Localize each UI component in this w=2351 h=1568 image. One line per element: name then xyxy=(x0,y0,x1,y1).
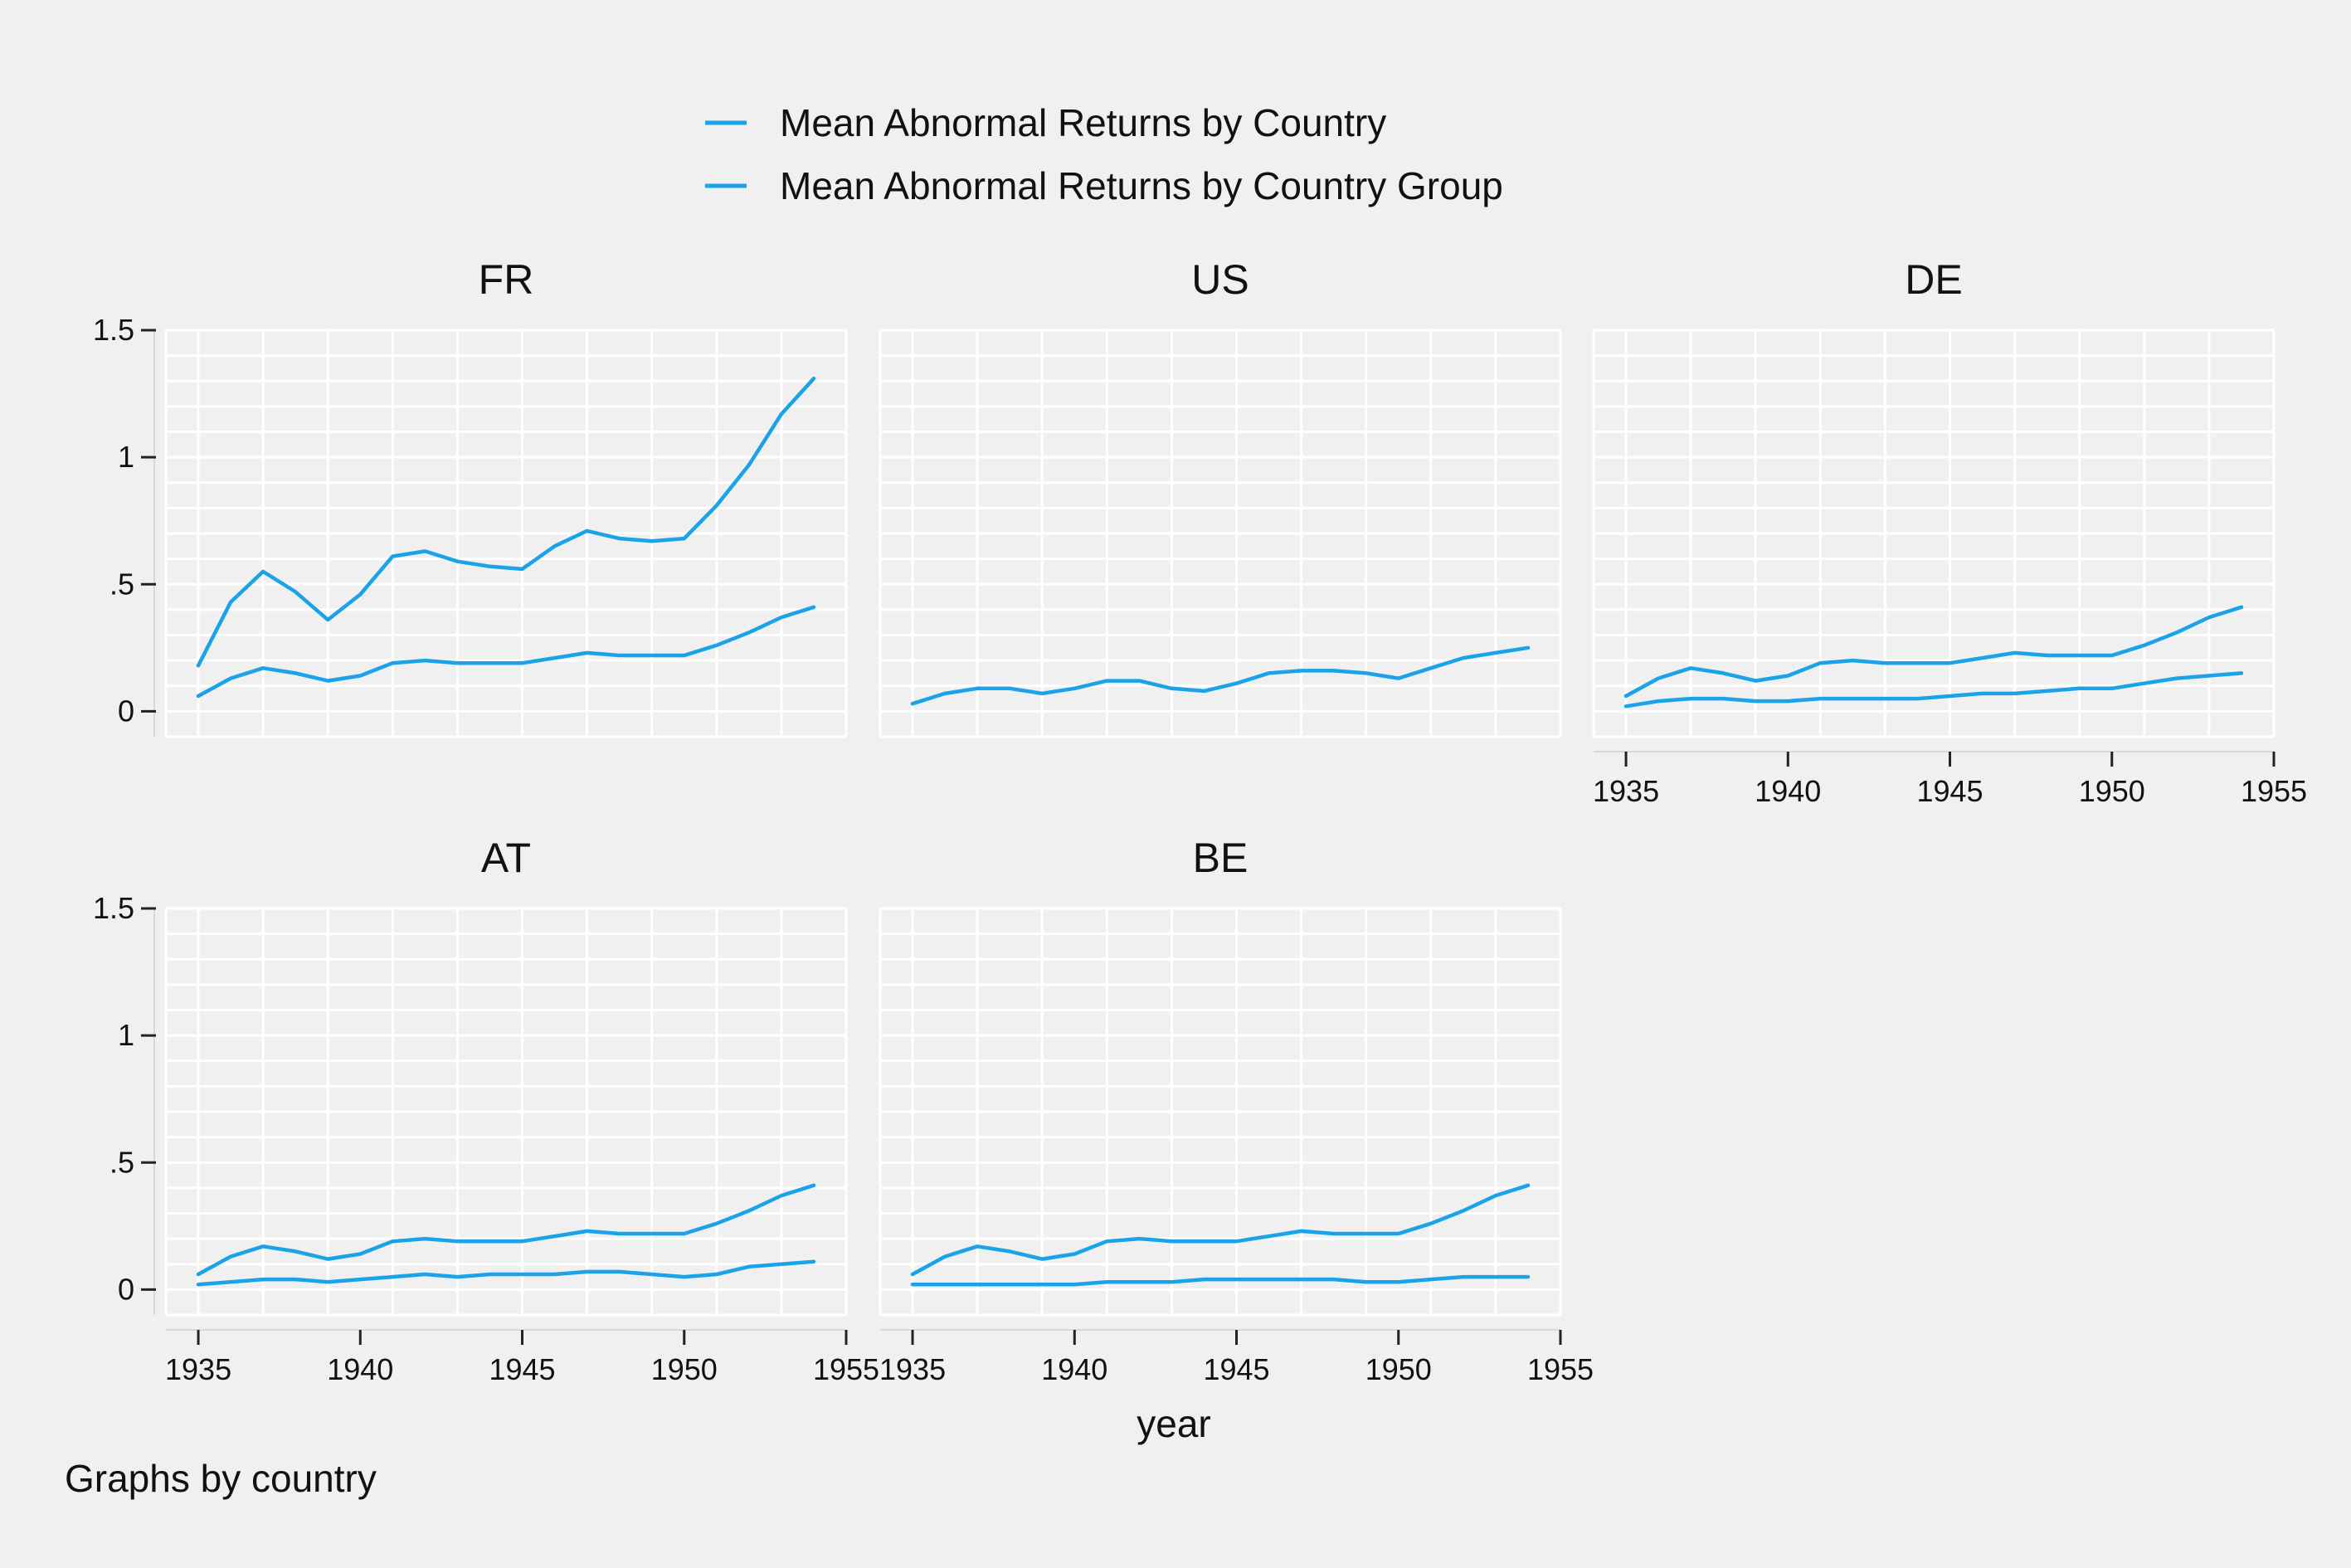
series-line-us-1 xyxy=(910,645,1531,706)
x-tick-label: 1945 xyxy=(1203,1352,1269,1386)
y-tick-label: 0 xyxy=(118,1272,134,1306)
series-line-be-2 xyxy=(910,1274,1531,1287)
x-tick-label: 1940 xyxy=(1041,1352,1107,1386)
x-tick-label: 1950 xyxy=(1365,1352,1432,1386)
panel-be: BE 1935 1940 1945 1950 1955 xyxy=(879,835,1594,1386)
series-line-at-1 xyxy=(196,1183,816,1277)
panel-at: AT 0 .5 1 1.5 1935 1940 1945 1950 1955 xyxy=(93,835,879,1386)
x-tick-label: 1955 xyxy=(1527,1352,1594,1386)
y-tick-label: 1.5 xyxy=(93,313,134,347)
x-tick-label: 1945 xyxy=(489,1352,555,1386)
y-tick-label: 1 xyxy=(118,1018,134,1052)
x-tick-label: 1940 xyxy=(327,1352,393,1386)
x-tick-label: 1955 xyxy=(813,1352,879,1386)
panel-title-de: DE xyxy=(1905,256,1962,303)
series-line-fr-2 xyxy=(196,605,816,699)
legend-label-1: Mean Abnormal Returns by Country xyxy=(780,101,1386,144)
series-line-be-1 xyxy=(910,1183,1531,1277)
legend: Mean Abnormal Returns by Country Mean Ab… xyxy=(705,101,1503,207)
series-line-fr-1 xyxy=(196,376,816,668)
panel-title-at: AT xyxy=(481,835,531,881)
x-axis-title: year xyxy=(1137,1402,1210,1445)
series-line-de-1 xyxy=(1623,605,2244,699)
panels: FR 0 .5 1 1.5 US DE 1935 1940 1945 1950 1955 AT 0 .5 1 1… xyxy=(93,256,2307,1386)
panel-title-fr: FR xyxy=(479,256,534,303)
panel-title-us: US xyxy=(1191,256,1249,303)
panel-de: DE 1935 1940 1945 1950 1955 xyxy=(1592,256,2307,808)
y-tick-label: .5 xyxy=(110,1145,134,1179)
x-tick-label: 1935 xyxy=(879,1352,946,1386)
x-tick-label: 1935 xyxy=(165,1352,231,1386)
panel-title-be: BE xyxy=(1193,835,1249,881)
legend-label-2: Mean Abnormal Returns by Country Group xyxy=(780,164,1503,207)
series-line-at-2 xyxy=(196,1259,816,1287)
x-tick-label: 1935 xyxy=(1593,774,1659,808)
y-tick-label: .5 xyxy=(110,567,134,601)
y-tick-label: 1 xyxy=(118,440,134,474)
panel-fr: FR 0 .5 1 1.5 xyxy=(93,256,848,738)
x-tick-label: 1940 xyxy=(1755,774,1821,808)
panel-us: US xyxy=(879,256,1562,738)
x-tick-label: 1950 xyxy=(2079,774,2145,808)
graphs-by-note: Graphs by country xyxy=(65,1457,377,1500)
x-tick-label: 1950 xyxy=(651,1352,718,1386)
y-tick-label: 1.5 xyxy=(93,891,134,925)
x-tick-label: 1945 xyxy=(1916,774,1983,808)
y-tick-label: 0 xyxy=(118,694,134,728)
series-line-de-2 xyxy=(1623,671,2244,709)
x-tick-label: 1955 xyxy=(2241,774,2307,808)
